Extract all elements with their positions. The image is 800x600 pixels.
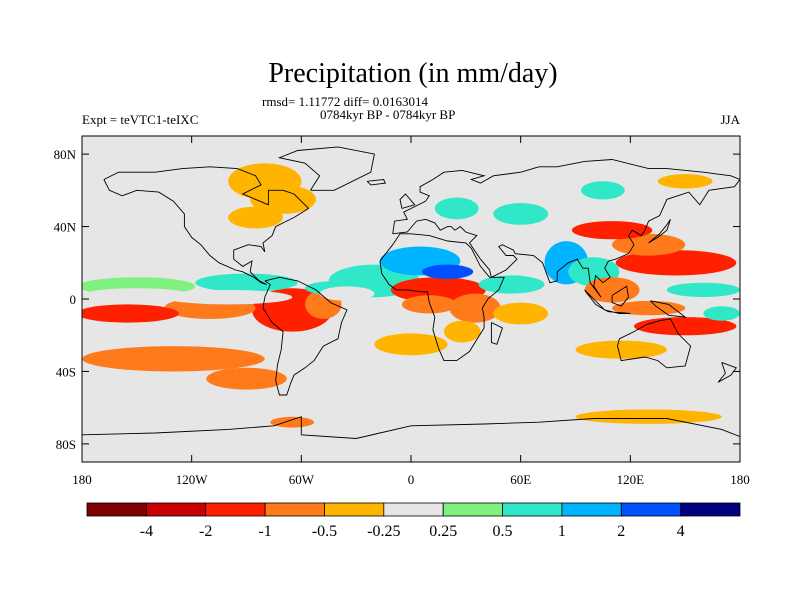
anomaly-region — [444, 321, 481, 343]
chart-title: Precipitation (in mm/day) — [268, 58, 557, 89]
colorbar-label: 0.5 — [493, 523, 513, 540]
anomaly-region — [320, 286, 375, 300]
x-tick-label: 60E — [510, 472, 531, 487]
anomaly-region — [422, 265, 473, 279]
colorbar-label: 0.25 — [429, 523, 457, 540]
colorbar-swatch — [265, 503, 324, 516]
colorbar-swatch — [443, 503, 502, 516]
colorbar-swatch — [621, 503, 680, 516]
anomaly-region — [82, 346, 265, 371]
colorbar-label: 4 — [677, 523, 685, 540]
season-label: JJA — [720, 112, 740, 127]
y-tick-label: 80N — [54, 147, 77, 162]
colorbar-label: -4 — [140, 523, 153, 540]
colorbar-label: 2 — [617, 523, 625, 540]
x-tick-label: 120W — [176, 472, 209, 487]
x-tick-label: 120E — [617, 472, 645, 487]
anomaly-region — [206, 368, 286, 390]
anomaly-region — [658, 174, 713, 188]
anomaly-region — [572, 221, 652, 239]
anomaly-region — [667, 283, 740, 297]
experiment-label: Expt = teVTC1-teIXC — [82, 112, 198, 127]
anomaly-region — [576, 341, 667, 359]
x-tick-label: 180 — [72, 472, 92, 487]
colorbar-label: -2 — [199, 523, 212, 540]
y-tick-label: 40S — [56, 364, 76, 379]
anomaly-region — [402, 295, 457, 313]
anomaly-region — [435, 198, 479, 220]
y-tick-label: 40N — [54, 220, 77, 235]
x-tick-label: 60W — [289, 472, 315, 487]
colorbar-swatch — [206, 503, 265, 516]
anomaly-region — [576, 410, 722, 424]
colorbar-swatch — [87, 503, 146, 516]
anomaly-region — [77, 304, 179, 322]
colorbar: -4 -2 -1 -0.5 -0.25 0.25 0.5 1 2 4 — [87, 503, 740, 540]
anomaly-region — [195, 274, 297, 292]
anomaly-region — [82, 288, 192, 302]
colorbar-label: -0.5 — [312, 523, 337, 540]
anomaly-region — [493, 303, 548, 325]
anomaly-region — [493, 203, 548, 225]
anomaly-region — [479, 275, 545, 293]
colorbar-label: 1 — [558, 523, 566, 540]
precipitation-map-chart: Precipitation (in mm/day) rmsd= 1.11772 … — [0, 0, 800, 600]
anomaly-region — [374, 333, 447, 355]
period-label: 0784kyr BP - 0784kyr BP — [320, 107, 455, 122]
colorbar-swatch — [325, 503, 384, 516]
colorbar-label: -1 — [258, 523, 271, 540]
colorbar-swatch — [503, 503, 562, 516]
x-tick-label: 180 — [730, 472, 750, 487]
colorbar-swatch — [681, 503, 740, 516]
anomaly-region — [581, 181, 625, 199]
anomaly-region — [228, 207, 283, 229]
x-tick-label: 0 — [408, 472, 415, 487]
colorbar-label: -0.25 — [367, 523, 400, 540]
anomaly-region — [270, 417, 314, 428]
anomaly-region — [449, 294, 500, 323]
y-tick-label: 80S — [56, 437, 76, 452]
anomaly-region — [703, 306, 740, 320]
colorbar-swatch — [562, 503, 621, 516]
colorbar-swatch — [146, 503, 205, 516]
y-tick-label: 0 — [70, 292, 77, 307]
colorbar-swatch — [384, 503, 443, 516]
